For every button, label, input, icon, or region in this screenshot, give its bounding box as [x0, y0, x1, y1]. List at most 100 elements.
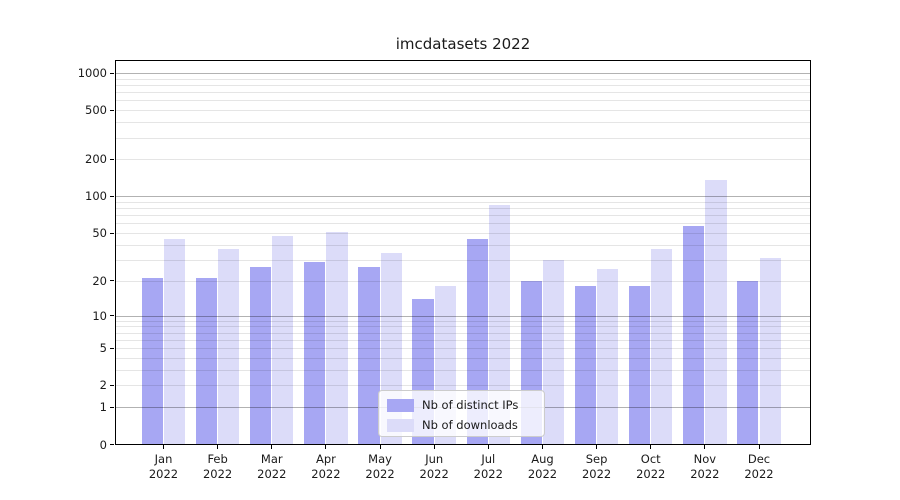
y-axis-tick-label: 1000: [77, 66, 107, 80]
y-axis-tick: [110, 195, 114, 197]
legend-item-downloads: Nb of downloads: [387, 415, 544, 435]
y-axis-tick: [110, 280, 114, 282]
gridline-major: [115, 73, 811, 74]
gridline-major: [115, 196, 811, 198]
bar-distinct-ips: [358, 267, 380, 445]
legend-label-downloads: Nb of downloads: [422, 418, 518, 432]
gridline-minor: [115, 385, 811, 387]
x-axis-tick-label: Jul 2022: [473, 452, 503, 481]
x-axis-tick-label: Nov 2022: [690, 452, 720, 481]
x-axis-tick: [163, 445, 164, 449]
gridline-minor: [115, 100, 811, 102]
x-axis-tick: [541, 445, 543, 449]
x-axis-tick-label: Sep 2022: [581, 452, 612, 481]
bar-distinct-ips: [683, 226, 705, 445]
gridline-minor: [115, 92, 811, 94]
gridline-minor: [115, 280, 811, 282]
gridline-minor: [115, 84, 811, 86]
gridline-minor: [115, 348, 811, 350]
x-axis-tick: [596, 445, 598, 449]
y-axis-tick-label: 0: [99, 437, 107, 452]
gridline-minor: [115, 357, 811, 359]
bar-distinct-ips: [629, 286, 651, 445]
x-axis-tick-label: Feb 2022: [202, 452, 233, 481]
bar-downloads: [326, 232, 348, 445]
x-axis-tick-label: Apr 2022: [311, 452, 341, 481]
x-axis-tick: [758, 445, 760, 449]
chart-title: imcdatasets 2022: [395, 35, 531, 53]
y-axis-tick-label: 1: [99, 400, 107, 415]
bar-downloads: [542, 259, 565, 445]
x-axis-tick: [433, 445, 435, 449]
x-axis-tick: [650, 445, 652, 449]
bar-downloads: [218, 248, 240, 445]
y-axis-tick-label: 50: [92, 226, 107, 241]
gridline-minor: [115, 223, 811, 225]
y-axis-tick: [110, 347, 114, 349]
bar-downloads: [272, 236, 294, 445]
y-axis-tick-label: 200: [85, 152, 107, 167]
gridline-minor: [115, 159, 811, 161]
bar-distinct-ips: [304, 261, 326, 445]
gridline-minor: [115, 259, 811, 261]
legend-swatch-distinct-ips: [387, 398, 414, 412]
gridline-major: [115, 315, 811, 317]
legend-label-distinct-ips: Nb of distinct IPs: [422, 398, 519, 412]
y-axis-tick: [110, 384, 114, 386]
bar-distinct-ips: [141, 278, 163, 445]
y-axis-tick-label: 20: [92, 273, 107, 288]
y-axis-tick-label: 2: [99, 378, 107, 393]
gridline-minor: [115, 110, 811, 112]
gridline-minor: [115, 215, 811, 217]
legend-swatch-downloads: [387, 418, 414, 432]
y-axis-tick-label: 10: [92, 308, 107, 323]
x-axis-tick-label: Oct 2022: [636, 452, 666, 481]
gridline-minor: [115, 339, 811, 341]
legend-item-distinct-ips: Nb of distinct IPs: [387, 395, 544, 415]
x-axis-tick-label: Dec 2022: [744, 452, 774, 481]
y-axis-tick: [110, 72, 114, 74]
y-axis-tick: [110, 158, 114, 160]
y-axis-tick-label: 500: [85, 103, 107, 118]
bar-downloads: [597, 269, 619, 445]
x-axis-tick-label: Jan 2022: [148, 452, 179, 481]
bar-distinct-ips: [195, 278, 218, 445]
x-axis-tick-label: Mar 2022: [257, 452, 287, 481]
gridline-minor: [115, 244, 811, 246]
x-axis-tick-label: May 2022: [365, 452, 395, 481]
x-axis-tick: [271, 445, 273, 449]
y-axis-tick-label: 100: [85, 189, 107, 204]
y-axis-tick: [110, 444, 114, 445]
x-axis-tick: [217, 445, 219, 449]
bar-downloads: [488, 204, 510, 445]
x-axis-tick: [325, 445, 327, 449]
gridline-minor: [115, 201, 811, 203]
gridline-minor: [115, 208, 811, 210]
bar-downloads: [759, 258, 781, 445]
gridline-minor: [115, 78, 811, 80]
y-axis-tick: [110, 232, 114, 234]
y-axis-tick-label: 5: [99, 341, 107, 356]
gridline-minor: [115, 233, 811, 235]
y-axis-tick: [110, 315, 114, 317]
gridline-minor: [115, 320, 811, 322]
gridline-minor: [115, 332, 811, 334]
legend: Nb of distinct IPs Nb of downloads: [378, 390, 545, 437]
x-axis-tick-label: Jun 2022: [419, 452, 449, 481]
gridline-minor: [115, 122, 811, 124]
bar-downloads: [651, 248, 673, 445]
y-axis-tick: [110, 406, 114, 408]
bar-downloads: [164, 238, 186, 445]
gridline-minor: [115, 369, 811, 371]
bar-distinct-ips: [250, 267, 272, 445]
x-axis-tick: [487, 445, 489, 449]
x-axis-tick: [379, 445, 381, 449]
bar-downloads: [705, 179, 727, 445]
bar-distinct-ips: [574, 286, 597, 445]
gridline-minor: [115, 326, 811, 328]
x-axis-tick: [704, 445, 706, 449]
bar-distinct-ips: [737, 280, 759, 445]
y-axis-tick: [110, 109, 114, 111]
x-axis-tick-label: Aug 2022: [527, 452, 558, 481]
